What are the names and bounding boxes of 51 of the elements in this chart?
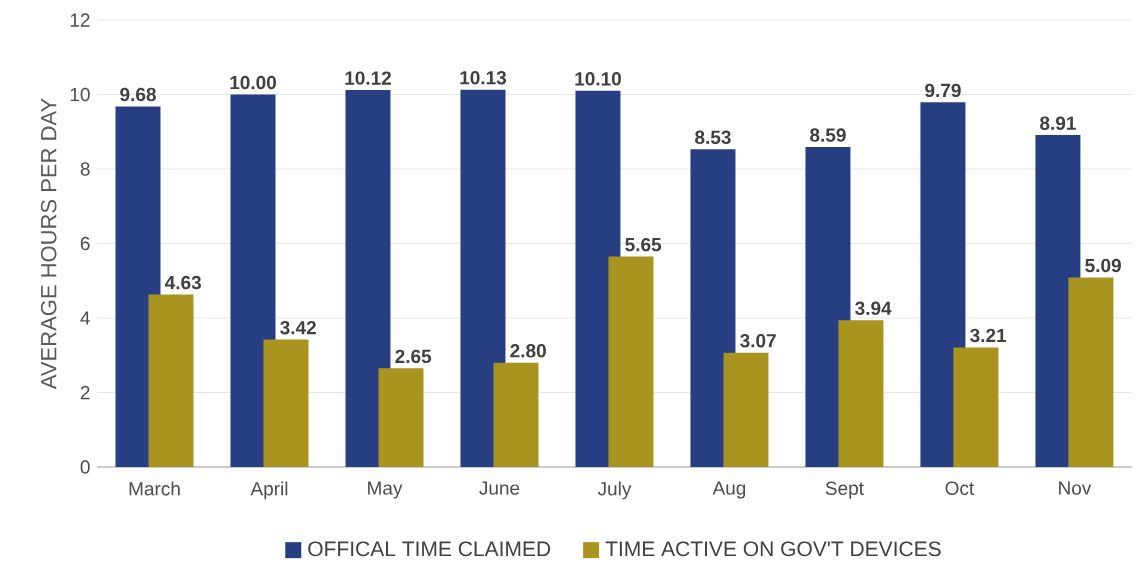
- y-axis-title: AVERAGE HOURS PER DAY: [40, 98, 57, 390]
- x-tick-label: March: [129, 481, 180, 496]
- x-tick-label: Aug: [712, 481, 746, 499]
- data-label: 2.80: [510, 344, 546, 358]
- data-label: 3.94: [855, 301, 892, 316]
- x-tick-label: May: [368, 481, 403, 499]
- bar: [838, 320, 884, 467]
- bar: [608, 256, 654, 467]
- bar: [690, 149, 736, 467]
- data-label: 5.09: [1085, 258, 1121, 273]
- data-label: 8.91: [1040, 116, 1076, 130]
- y-tick-label: 6: [80, 236, 90, 251]
- bar: [1068, 277, 1114, 467]
- bar: [345, 90, 391, 467]
- data-label: 9.68: [120, 87, 156, 102]
- y-tick-label: 10: [70, 87, 90, 102]
- bar: [953, 347, 999, 467]
- data-label: 2.65: [395, 349, 432, 364]
- bar: [920, 102, 966, 467]
- bar: [148, 294, 194, 467]
- data-label: 4.63: [164, 275, 201, 290]
- x-tick-label: Nov: [1059, 481, 1092, 495]
- bar: [230, 94, 276, 467]
- data-label: 3.07: [740, 333, 776, 348]
- data-label: 3.21: [970, 328, 1007, 343]
- legend-label: TIME ACTIVE ON GOV'T DEVICES: [605, 541, 941, 557]
- x-tick-label: Oct: [945, 481, 975, 495]
- x-tick-label: Sept: [825, 481, 864, 499]
- data-label: 10.13: [460, 70, 507, 85]
- data-label: 9.79: [925, 83, 961, 98]
- data-label: 5.65: [625, 237, 662, 252]
- data-label: 8.53: [695, 130, 731, 145]
- bar: [493, 362, 539, 467]
- y-tick-label: 0: [80, 460, 90, 474]
- x-tick-label: July: [597, 481, 632, 500]
- y-tick-label: 8: [80, 162, 90, 176]
- data-label: 3.42: [280, 320, 316, 335]
- legend-label: OFFICAL TIME CLAIMED: [308, 541, 551, 557]
- x-tick-label: June: [479, 481, 520, 495]
- y-tick-label: 12: [70, 13, 90, 27]
- bar: [723, 352, 769, 467]
- bar: [378, 368, 424, 467]
- data-label: 8.59: [810, 128, 846, 142]
- data-label: 10.10: [575, 72, 621, 86]
- y-tick-label: 2: [80, 385, 90, 400]
- data-label: 10.12: [345, 71, 391, 85]
- y-tick-label: 4: [80, 311, 90, 325]
- data-label: 10.00: [230, 75, 276, 90]
- bar: [263, 339, 309, 467]
- x-tick-label: April: [250, 481, 288, 500]
- bar: [460, 89, 506, 467]
